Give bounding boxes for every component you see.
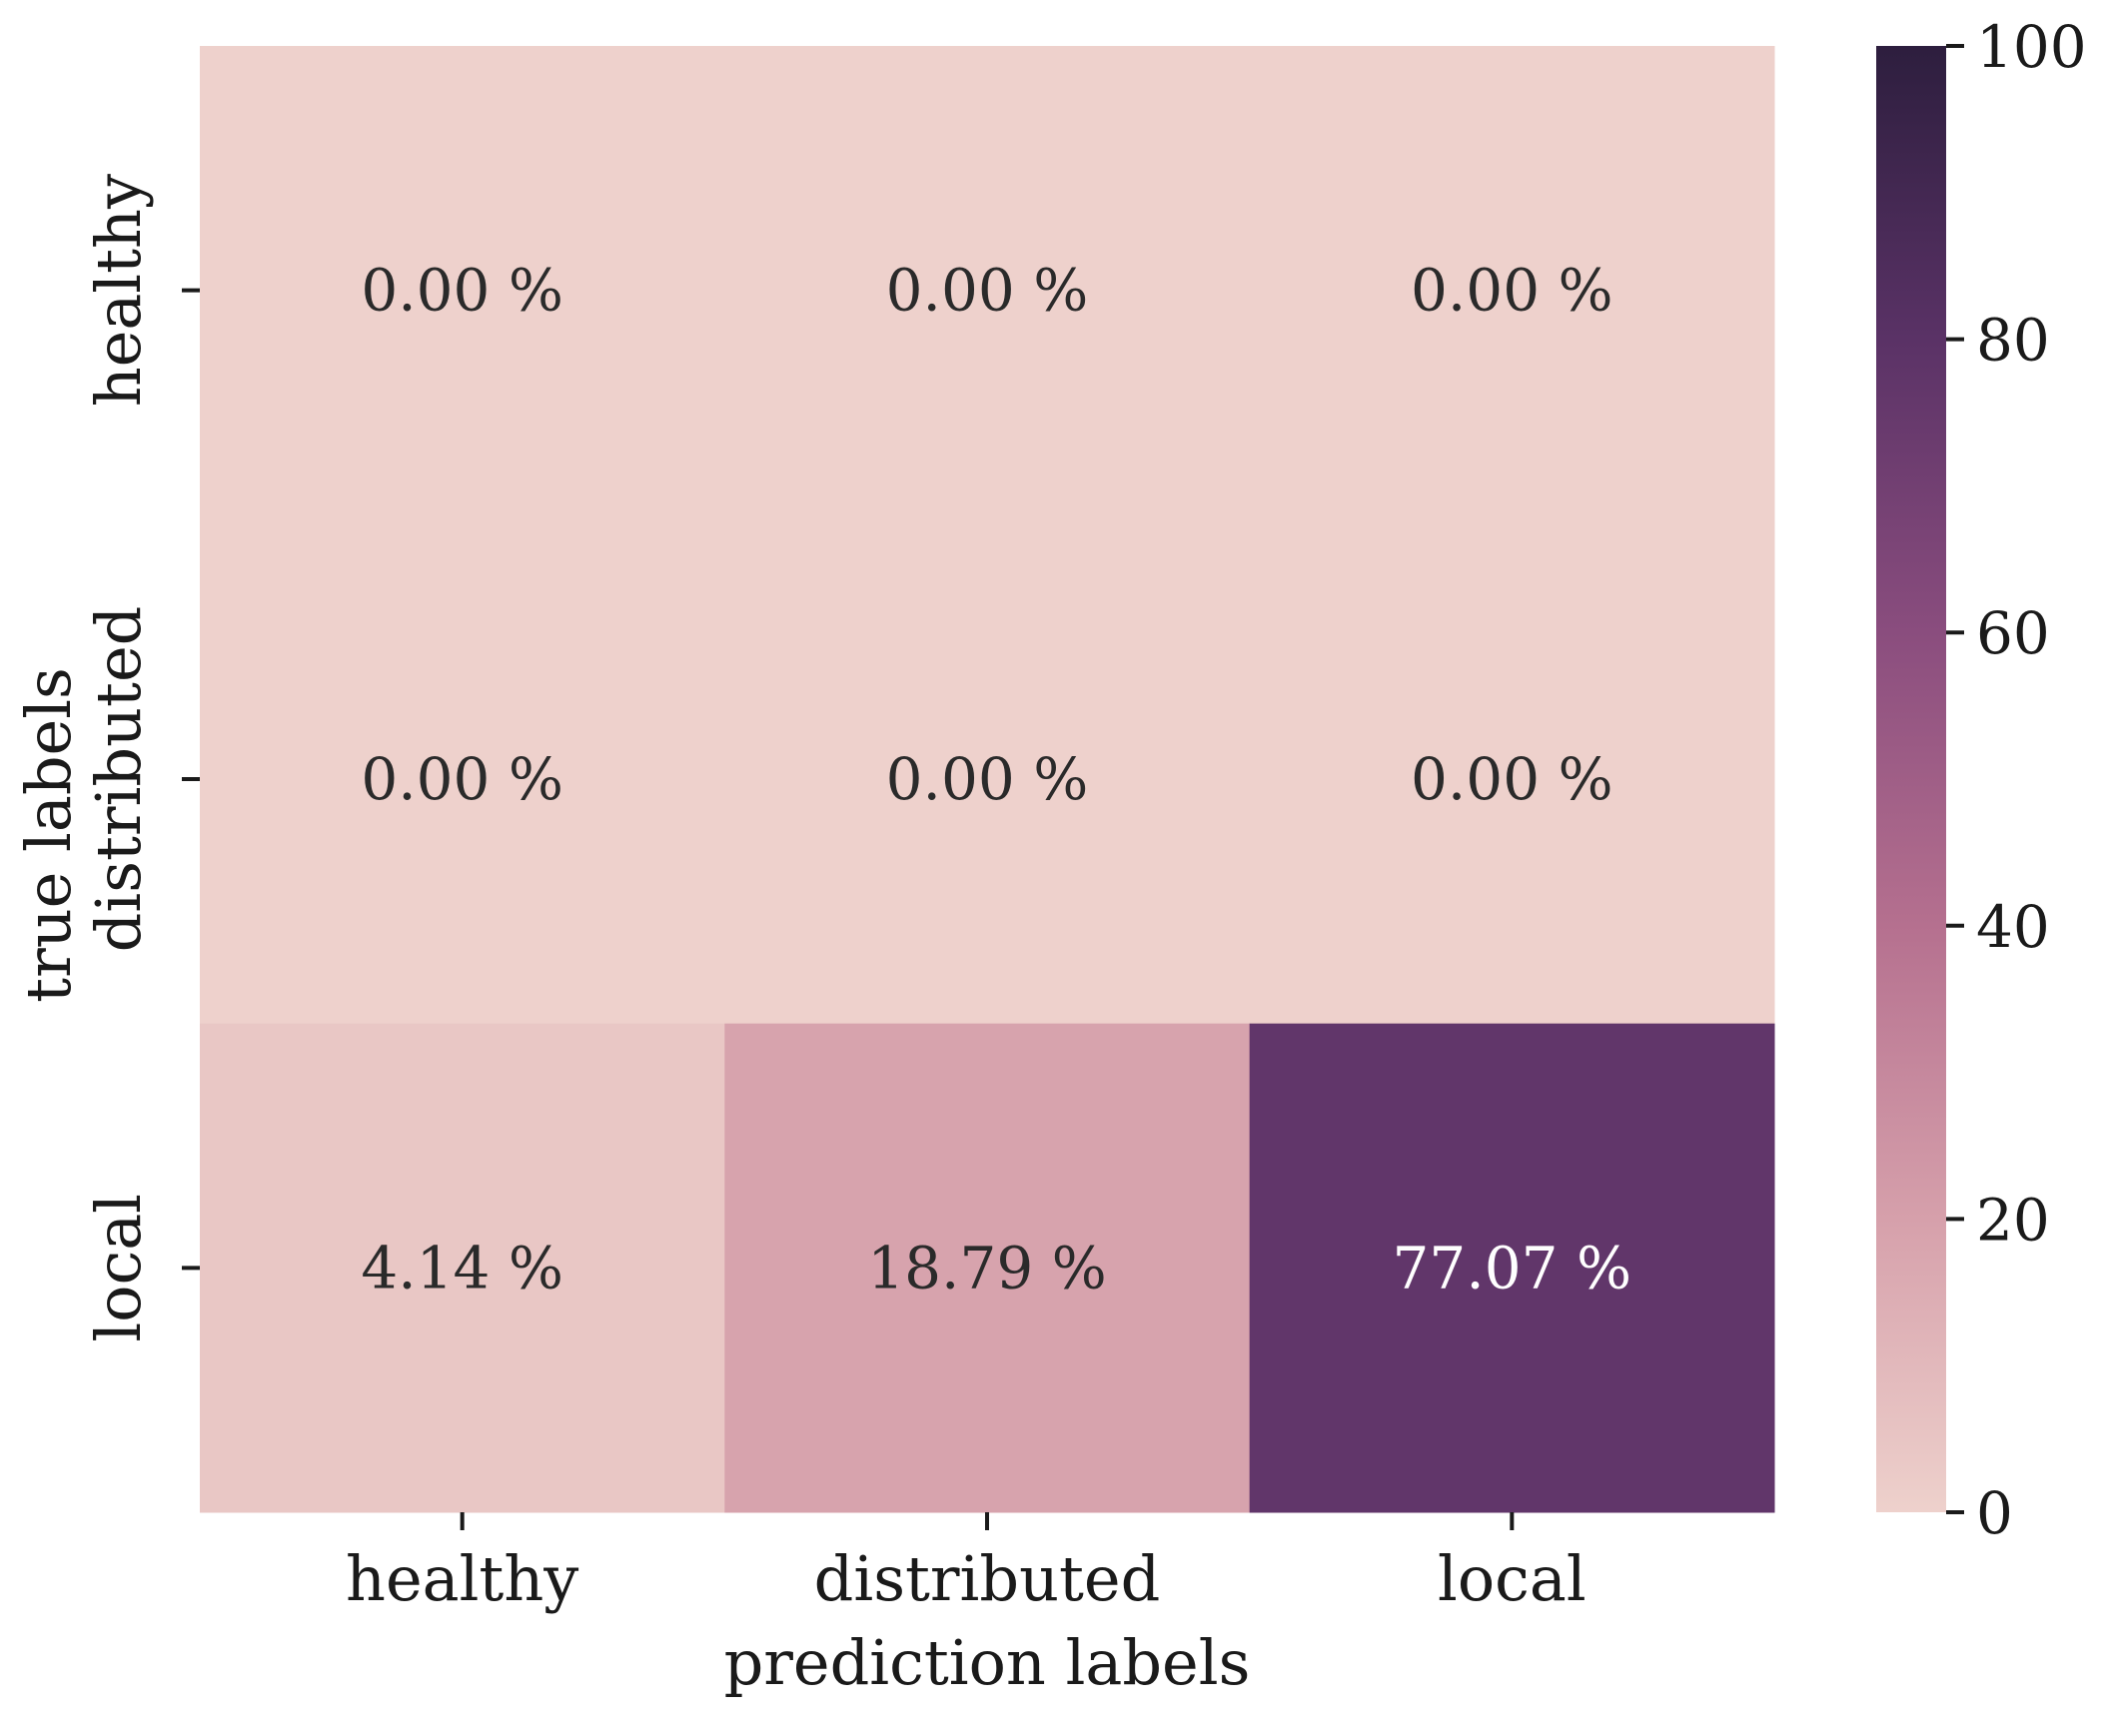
x-tick-label-0: healthy — [346, 1542, 578, 1615]
heatmap-cell-1-0 — [200, 534, 725, 1025]
colorbar-tick-label-0: 0 — [1976, 1479, 2013, 1547]
cell-value-label-1-2: 0.00 % — [1411, 745, 1613, 813]
heatmap-cells — [200, 46, 1775, 1513]
colorbar-tick-label-5: 100 — [1976, 13, 2087, 81]
cell-value-label-0-0: 0.00 % — [361, 257, 563, 325]
colorbar: 0 20 40 60 80 100 — [1876, 13, 2087, 1547]
cell-value-label-2-0: 4.14 % — [361, 1234, 563, 1302]
heatmap-cell-1-2 — [1249, 534, 1775, 1025]
cell-value-label-0-2: 0.00 % — [1411, 257, 1613, 325]
colorbar-tick-label-4: 80 — [1976, 307, 2050, 375]
y-tick-label-0: healthy — [82, 174, 155, 407]
cell-value-label-2-2: 77.07 % — [1393, 1234, 1632, 1302]
heatmap-cell-0-0 — [200, 46, 725, 535]
cell-value-label-1-1: 0.00 % — [886, 745, 1089, 813]
heatmap-cell-labels: 0.00 % 0.00 % 0.00 % 0.00 % 0.00 % 0.00 % 4.14… — [361, 257, 1631, 1302]
y-axis: healthy distributed local — [82, 174, 200, 1342]
cell-value-label-0-1: 0.00 % — [886, 257, 1089, 325]
heatmap-cell-2-0 — [200, 1023, 725, 1513]
heatmap-cell-0-2 — [1249, 46, 1775, 535]
heatmap-cell-2-1 — [724, 1023, 1251, 1513]
x-tick-label-2: local — [1438, 1542, 1586, 1615]
cell-value-label-2-1: 18.79 % — [867, 1234, 1107, 1302]
colorbar-gradient — [1876, 46, 1946, 1512]
cell-value-label-1-0: 0.00 % — [361, 745, 563, 813]
y-axis-title: true labels — [12, 667, 85, 1003]
colorbar-tick-label-3: 60 — [1976, 599, 2050, 667]
x-axis-title: prediction labels — [724, 1626, 1251, 1699]
x-tick-label-1: distributed — [814, 1542, 1161, 1615]
y-tick-label-1: distributed — [82, 606, 155, 953]
heatmap-cell-2-2 — [1249, 1023, 1775, 1513]
heatmap-cell-1-1 — [724, 534, 1251, 1025]
x-axis: healthy distributed local — [346, 1512, 1586, 1615]
y-tick-label-2: local — [82, 1194, 155, 1342]
colorbar-tick-label-2: 40 — [1976, 893, 2050, 961]
colorbar-tick-label-1: 20 — [1976, 1186, 2050, 1254]
heatmap-cell-0-1 — [724, 46, 1251, 535]
